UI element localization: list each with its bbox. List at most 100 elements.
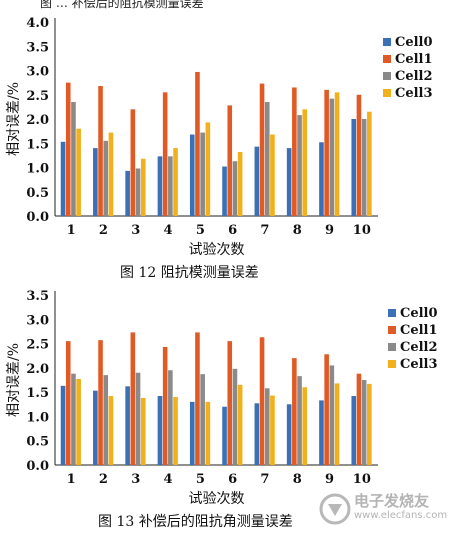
chart2-bar-cell1-3 xyxy=(130,332,136,465)
chart2-bar-cell3-5 xyxy=(205,401,211,465)
chart1-bar-cell2-5 xyxy=(200,132,205,216)
impedance-magnitude-error-chart: 0.0 0.5 1.0 1.5 2.0 2.5 3.0 3.5 4.0 1 2 3 4 5 6 7 8 9 10 试验… xyxy=(6,16,433,258)
chart1-bar-cell1-7 xyxy=(259,83,265,216)
chart1-xtick-9: 9 xyxy=(325,223,334,238)
chart1-bar-cell0-9 xyxy=(319,142,324,216)
chart2-bar-cell0-3 xyxy=(125,386,130,465)
chart2-xtick-9: 9 xyxy=(325,472,334,487)
chart2-xtick-5: 5 xyxy=(196,472,205,487)
chart2-ytick-5: 2.5 xyxy=(26,338,49,353)
chart1-bar-cell0-1 xyxy=(60,141,66,216)
chart1-bar-cell3-10 xyxy=(367,111,372,216)
chart2-ylabel: 相对误差/% xyxy=(6,343,22,417)
chart2-caption: 图 13 补偿后的阻抗角测量误差 xyxy=(98,514,293,530)
chart2-bar-cell1-4 xyxy=(162,346,168,465)
chart2-bar-cell0-4 xyxy=(157,396,163,465)
chart2-bar-cell3-8 xyxy=(302,387,308,465)
chart1-caption: 图 12 阻抗模测量误差 xyxy=(120,265,259,281)
chart1-bar-cell1-6 xyxy=(227,105,233,216)
chart2-bar-cell2-9 xyxy=(329,365,335,465)
chart2-bar-cell0-7 xyxy=(254,403,260,465)
watermark-url: www.elecfans.com xyxy=(354,510,448,521)
chart2-legend-swatch-cell0 xyxy=(388,309,396,317)
chart2-legend-swatch-cell1 xyxy=(388,326,396,334)
chart2-xtick-8: 8 xyxy=(293,472,302,487)
chart1-bar-cell2-10 xyxy=(361,119,367,216)
chart1-bar-cell2-7 xyxy=(264,102,270,216)
chart2-legend-label-cell2: Cell2 xyxy=(400,340,438,355)
chart1-bar-cell1-8 xyxy=(292,87,297,216)
chart1-bar-cell2-4 xyxy=(168,156,173,216)
chart1-bar-cell0-3 xyxy=(125,170,130,216)
chart2-xtick-10: 10 xyxy=(353,472,371,487)
chart2-bar-cell1-7 xyxy=(259,337,265,465)
chart2-xtick-7: 7 xyxy=(260,472,269,487)
chart1-bar-cell0-7 xyxy=(254,146,260,216)
chart1-bar-cell2-1 xyxy=(71,102,76,216)
chart2-bar-cell1-2 xyxy=(98,340,103,465)
chart1-ytick-5: 2.5 xyxy=(26,89,49,104)
chart1-xtick-2: 2 xyxy=(99,223,108,238)
chart1-ytick-3: 1.5 xyxy=(26,137,49,152)
chart1-bar-cell0-4 xyxy=(157,156,163,216)
chart1-legend-swatch-cell2 xyxy=(383,72,391,80)
chart1-ytick-2: 1.0 xyxy=(26,162,49,177)
chart2-xlabel: 试验次数 xyxy=(189,491,245,507)
chart1-bar-cell3-3 xyxy=(140,158,146,216)
chart1-bar-cell2-6 xyxy=(232,161,238,216)
chart2-bar-cell3-10 xyxy=(367,383,372,465)
chart1-ytick-7: 3.5 xyxy=(26,40,49,55)
chart2-bar-cell1-9 xyxy=(324,354,329,465)
chart1-bar-cell3-7 xyxy=(270,134,275,216)
chart1-xtick-8: 8 xyxy=(293,223,302,238)
chart1-bar-cell1-3 xyxy=(130,109,136,216)
chart2-bar-cell2-2 xyxy=(103,375,109,465)
chart2-bar-cell2-5 xyxy=(200,374,205,465)
chart1-bar-cell0-10 xyxy=(351,119,357,216)
chart1-xtick-10: 10 xyxy=(353,223,371,238)
chart2-bar-cell2-8 xyxy=(297,376,302,465)
chart1-bar-cell3-8 xyxy=(302,109,308,216)
chart1-bar-cell1-5 xyxy=(195,71,200,216)
chart2-ytick-3: 1.5 xyxy=(26,386,49,401)
elecfans-logo-icon xyxy=(319,493,351,525)
chart2-bar-cell1-6 xyxy=(227,341,233,465)
chart2-bar-cell2-10 xyxy=(361,380,367,465)
chart1-bar-cell3-6 xyxy=(237,151,243,216)
chart2-bar-cell0-8 xyxy=(286,404,292,465)
chart1-legend-swatch-cell3 xyxy=(383,89,391,97)
chart1-xtick-6: 6 xyxy=(228,223,237,238)
chart1-bar-cell3-5 xyxy=(205,122,211,216)
chart1-ytick-6: 3.0 xyxy=(26,65,49,80)
chart1-bar-cell3-1 xyxy=(76,128,81,216)
chart2-bar-cell1-5 xyxy=(195,332,200,465)
chart2-ytick-2: 1.0 xyxy=(26,410,49,425)
chart2-ytick-4: 2.0 xyxy=(26,362,49,377)
top-caption-text: 图 … 补偿后的阻抗模测量误差 xyxy=(40,0,204,10)
chart2-ytick-0: 0.0 xyxy=(26,459,49,474)
chart2-legend-label-cell3: Cell3 xyxy=(400,357,438,372)
chart2-ytick-1: 0.5 xyxy=(26,435,49,450)
chart2-bar-cell2-4 xyxy=(168,370,173,465)
chart2-bar-cell2-6 xyxy=(232,368,238,465)
chart1-bar-cell2-9 xyxy=(329,98,335,216)
chart1-bar-cell3-9 xyxy=(334,92,340,216)
chart2-xtick-6: 6 xyxy=(228,472,237,487)
chart1-xtick-1: 1 xyxy=(67,223,76,238)
chart2-bar-cell0-6 xyxy=(222,406,227,465)
chart1-bar-cell0-5 xyxy=(189,134,195,216)
chart1-legend-label-cell0: Cell0 xyxy=(395,35,433,50)
chart2-bar-cell1-8 xyxy=(292,358,297,465)
chart2-bar-cell0-1 xyxy=(60,385,66,465)
chart2-bar-cell3-7 xyxy=(270,395,275,465)
chart2-bar-cell3-9 xyxy=(334,383,340,465)
chart2-ytick-6: 3.0 xyxy=(26,313,49,328)
chart1-bar-cell3-2 xyxy=(108,132,114,216)
watermark: 电子发烧友 www.elecfans.com xyxy=(318,490,458,530)
chart1-xtick-3: 3 xyxy=(131,223,140,238)
chart2-bar-cell1-10 xyxy=(356,373,362,465)
chart2-bar-cell3-2 xyxy=(108,396,114,465)
chart1-ytick-4: 2.0 xyxy=(26,113,49,128)
chart1-legend-label-cell1: Cell1 xyxy=(395,52,433,67)
